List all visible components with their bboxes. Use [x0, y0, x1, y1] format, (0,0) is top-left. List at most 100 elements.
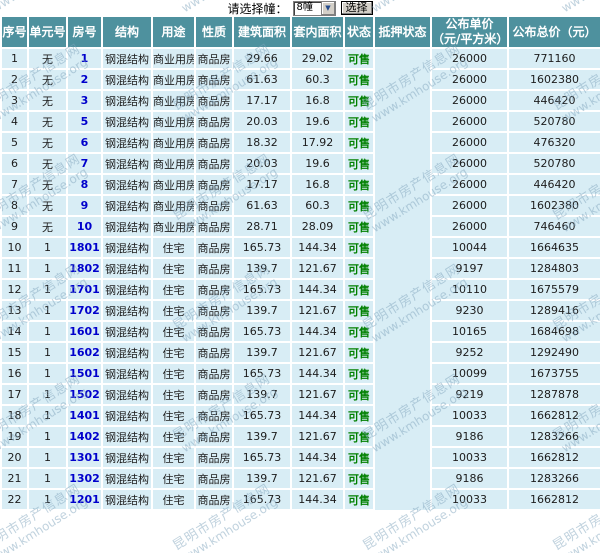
status-badge: 可售: [348, 136, 370, 150]
room-link[interactable]: 1: [80, 52, 89, 65]
cell-mortgage: [373, 90, 432, 111]
cell-unit: 无: [27, 68, 68, 91]
status-badge: 可售: [348, 472, 370, 486]
room-link[interactable]: 1601: [69, 325, 100, 338]
cell-unit-price: 26000: [430, 194, 509, 217]
cell-usage: 住宅: [151, 320, 196, 343]
cell-room: 1802: [66, 257, 103, 280]
cell-unit-price: 26000: [430, 110, 509, 133]
cell-unit: 1: [27, 236, 68, 259]
cell-status: 可售: [343, 383, 375, 406]
cell-status: 可售: [343, 173, 375, 196]
room-link[interactable]: 1801: [69, 241, 100, 254]
cell-unit-price: 9186: [430, 425, 509, 448]
status-badge: 可售: [348, 178, 370, 192]
table-row: 19 1 1402 钢混结构 住宅 商品房 139.7 121.67 可售 9186 1283266: [0, 425, 600, 448]
status-badge: 可售: [348, 283, 370, 297]
cell-status: 可售: [343, 194, 375, 217]
room-link[interactable]: 1502: [69, 388, 100, 401]
room-link[interactable]: 8: [80, 178, 89, 191]
cell-status: 可售: [343, 89, 375, 112]
cell-unit: 无: [27, 152, 68, 175]
building-select[interactable]: 8幢 ▼: [292, 0, 336, 16]
cell-room: 5: [66, 110, 103, 133]
cell-index: 8: [0, 194, 29, 217]
cell-build-area: 139.7: [232, 299, 292, 322]
room-link[interactable]: 10: [76, 220, 93, 233]
room-link[interactable]: 1401: [69, 409, 100, 422]
cell-unit: 1: [27, 488, 68, 511]
cell-room: 1801: [66, 236, 103, 259]
cell-total-price: 1292490: [507, 341, 600, 364]
cell-usage: 商业用房: [151, 131, 196, 154]
cell-mortgage: [373, 447, 432, 468]
room-link[interactable]: 7: [80, 157, 89, 170]
cell-unit-price: 10110: [430, 278, 509, 301]
cell-type: 商品房: [194, 404, 234, 427]
room-link[interactable]: 1701: [69, 283, 100, 296]
cell-structure: 钢混结构: [101, 68, 153, 91]
cell-status: 可售: [343, 110, 375, 133]
cell-unit: 无: [27, 131, 68, 154]
room-link[interactable]: 1301: [69, 451, 100, 464]
room-link[interactable]: 1501: [69, 367, 100, 380]
cell-usage: 住宅: [151, 299, 196, 322]
cell-unit-price: 26000: [430, 215, 509, 238]
room-link[interactable]: 6: [80, 136, 89, 149]
cell-room: 1201: [66, 488, 103, 511]
cell-unit-price: 10165: [430, 320, 509, 343]
cell-build-area: 139.7: [232, 383, 292, 406]
cell-total-price: 446420: [507, 89, 600, 112]
cell-unit: 1: [27, 299, 68, 322]
cell-room: 1702: [66, 299, 103, 322]
col-header-unit: 单元号: [27, 15, 68, 49]
cell-total-price: 1662812: [507, 446, 600, 469]
cell-unit-price: 26000: [430, 152, 509, 175]
room-link[interactable]: 1702: [69, 304, 100, 317]
cell-unit-price: 9197: [430, 257, 509, 280]
cell-inner-area: 16.8: [290, 173, 345, 196]
cell-usage: 住宅: [151, 446, 196, 469]
select-button[interactable]: 选择: [340, 1, 373, 15]
cell-unit-price: 26000: [430, 173, 509, 196]
cell-inner-area: 144.34: [290, 488, 345, 511]
cell-inner-area: 144.34: [290, 362, 345, 385]
cell-type: 商品房: [194, 236, 234, 259]
room-link[interactable]: 2: [80, 73, 89, 86]
cell-room: 1701: [66, 278, 103, 301]
cell-status: 可售: [343, 257, 375, 280]
chevron-down-icon[interactable]: ▼: [320, 1, 335, 15]
col-header-inner-area: 套内面积: [290, 15, 345, 49]
room-link[interactable]: 3: [80, 94, 89, 107]
status-badge: 可售: [348, 451, 370, 465]
cell-total-price: 476320: [507, 131, 600, 154]
table-header-row: 序号 单元号 房号 结构 用途 性质 建筑面积 套内面积 状态 抵押状态 公布单价（元/平方米） 公布…: [0, 15, 600, 49]
cell-unit-price: 10033: [430, 404, 509, 427]
room-link[interactable]: 1201: [69, 493, 100, 506]
cell-unit: 无: [27, 215, 68, 238]
cell-room: 1601: [66, 320, 103, 343]
cell-unit: 1: [27, 362, 68, 385]
status-badge: 可售: [348, 73, 370, 87]
table-row: 18 1 1401 钢混结构 住宅 商品房 165.73 144.34 可售 10033 16628…: [0, 404, 600, 427]
cell-inner-area: 144.34: [290, 320, 345, 343]
room-link[interactable]: 5: [80, 115, 89, 128]
cell-index: 17: [0, 383, 29, 406]
cell-mortgage: [373, 279, 432, 300]
room-link[interactable]: 1402: [69, 430, 100, 443]
cell-index: 12: [0, 278, 29, 301]
table-row: 12 1 1701 钢混结构 住宅 商品房 165.73 144.34 可售 10110 16755…: [0, 278, 600, 301]
table-row: 7 无 8 钢混结构 商业用房 商品房 17.17 16.8 可售 26000 446420: [0, 173, 600, 196]
cell-index: 14: [0, 320, 29, 343]
room-link[interactable]: 9: [80, 199, 89, 212]
status-badge: 可售: [348, 409, 370, 423]
cell-structure: 钢混结构: [101, 131, 153, 154]
room-link[interactable]: 1802: [69, 262, 100, 275]
cell-status: 可售: [343, 404, 375, 427]
cell-status: 可售: [343, 299, 375, 322]
cell-mortgage: [373, 195, 432, 216]
cell-room: 1501: [66, 362, 103, 385]
room-link[interactable]: 1302: [69, 472, 100, 485]
room-link[interactable]: 1602: [69, 346, 100, 359]
